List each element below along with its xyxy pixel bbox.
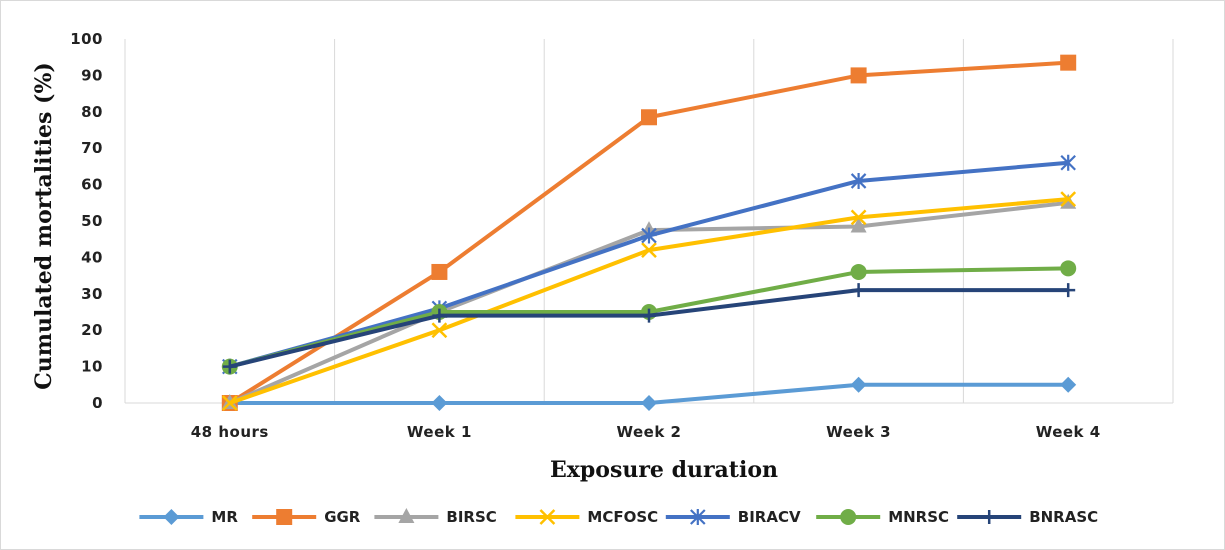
y-tick-labels: 0 10 20 30 40 50 60 70 80 90 100 (70, 30, 103, 412)
data-point (1060, 154, 1076, 171)
y-tick-label: 0 (92, 394, 103, 412)
data-point (840, 509, 857, 525)
x-tick-label: Week 2 (617, 423, 682, 441)
legend-item-mnrsc: MNRSC (816, 508, 949, 526)
data-point (850, 376, 867, 393)
legend-label: GGR (324, 508, 361, 526)
data-point (431, 322, 448, 339)
data-point (641, 395, 657, 411)
data-point (850, 209, 867, 226)
data-point (982, 510, 997, 524)
series-layer (221, 54, 1077, 411)
y-tick-label: 20 (81, 321, 103, 339)
y-tick-label: 70 (81, 139, 103, 157)
data-point (641, 227, 657, 244)
data-point (641, 242, 657, 259)
data-point (641, 109, 657, 126)
y-tick-label: 40 (81, 248, 103, 266)
legend-item-mcfosc: MCFOSC (515, 508, 658, 526)
data-point (1060, 376, 1077, 393)
legend-label: BIRACV (738, 508, 801, 526)
legend-label: BIRSC (446, 508, 496, 526)
data-point (850, 263, 867, 280)
data-point (163, 509, 180, 525)
data-point (1060, 191, 1077, 208)
data-point (398, 508, 415, 523)
legend-label: MR (211, 508, 238, 526)
data-point (432, 308, 447, 323)
series-birsc (221, 193, 1077, 409)
data-point (222, 359, 237, 374)
data-point (431, 395, 448, 411)
legend-label: MNRSC (888, 508, 949, 526)
y-tick-label: 90 (81, 66, 103, 84)
y-tick-label: 80 (81, 103, 103, 121)
y-tick-label: 50 (81, 212, 103, 230)
legend-label: BNRASC (1029, 508, 1098, 526)
series-biracv (222, 154, 1076, 375)
data-point (850, 217, 867, 233)
x-tick-label: 48 hours (191, 423, 269, 441)
x-axis-title: Exposure duration (550, 457, 778, 483)
data-point (850, 172, 867, 189)
data-point (850, 67, 867, 84)
x-tick-label: Week 4 (1036, 423, 1101, 441)
legend-item-birsc: BIRSC (374, 508, 497, 526)
series-line (229, 288, 1069, 369)
legend-item-biracv: BIRACV (665, 508, 801, 526)
y-tick-label: 100 (70, 30, 103, 48)
data-point (1060, 260, 1077, 277)
series-mcfosc (221, 191, 1077, 411)
y-axis-title: Cumulated mortalities (%) (31, 62, 57, 390)
data-point (276, 509, 293, 525)
data-point (642, 308, 656, 323)
data-point (851, 283, 866, 298)
data-point (690, 509, 706, 525)
x-tick-label: Week 3 (826, 423, 891, 441)
x-tick-labels: 48 hours Week 1 Week 2 Week 3 Week 4 (191, 423, 1101, 441)
data-point (1060, 54, 1077, 71)
y-tick-label: 60 (81, 176, 103, 194)
y-tick-label: 30 (81, 285, 103, 303)
series-mr (221, 376, 1077, 411)
legend: MR GGR BIRSC MCFOSC BIRACV MNRSC BNRASC (139, 508, 1098, 526)
data-point (539, 509, 556, 525)
data-point (1060, 193, 1077, 209)
legend-item-mr: MR (139, 508, 238, 526)
legend-label: MCFOSC (587, 508, 658, 526)
grid-layer (124, 39, 1174, 404)
data-point (1061, 283, 1076, 298)
data-point (221, 395, 238, 411)
x-tick-label: Week 1 (407, 423, 472, 441)
y-tick-label: 10 (81, 358, 103, 376)
legend-item-ggr: GGR (252, 508, 361, 526)
legend-item-bnrasc: BNRASC (957, 508, 1098, 526)
data-point (431, 263, 448, 280)
series-bnrasc (222, 283, 1076, 374)
